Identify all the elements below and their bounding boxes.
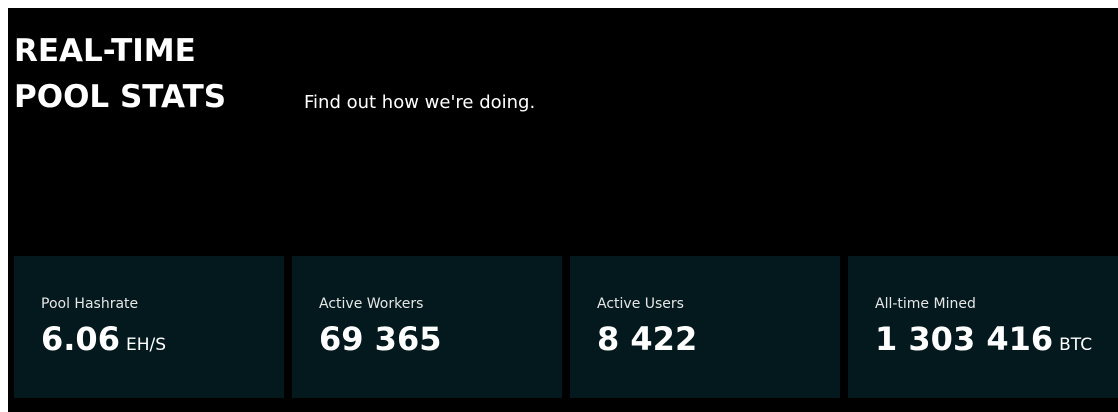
stat-card: Active Workers 69 365 (292, 256, 562, 398)
stat-value: 6.06 EH/S (41, 320, 166, 358)
stat-card: All-time Mined 1 303 416 BTC (848, 256, 1118, 398)
stat-label: Pool Hashrate (41, 296, 139, 312)
stat-unit: EH/S (125, 335, 166, 355)
stat-value: 69 365 (319, 320, 441, 358)
stat-label: All-time Mined (875, 296, 976, 312)
stat-value: 1 303 416 BTC (875, 320, 1092, 358)
stat-card: Active Users 8 422 (570, 256, 840, 398)
stat-label: Active Users (597, 296, 684, 312)
stat-number: 69 365 (319, 320, 442, 358)
stat-label: Active Workers (319, 296, 424, 312)
stats-panel: REAL-TIME POOL STATS Find out how we're … (8, 8, 1118, 412)
stat-card: Pool Hashrate 6.06 EH/S (14, 256, 284, 398)
stat-number: 1 303 416 (875, 320, 1054, 358)
stat-number: 6.06 (41, 320, 120, 358)
stat-number: 8 422 (597, 320, 698, 358)
subtitle: Find out how we're doing. (304, 92, 536, 113)
stat-unit: BTC (1059, 335, 1093, 355)
title: REAL-TIME POOL STATS (14, 33, 227, 115)
stat-value: 8 422 (597, 320, 697, 358)
